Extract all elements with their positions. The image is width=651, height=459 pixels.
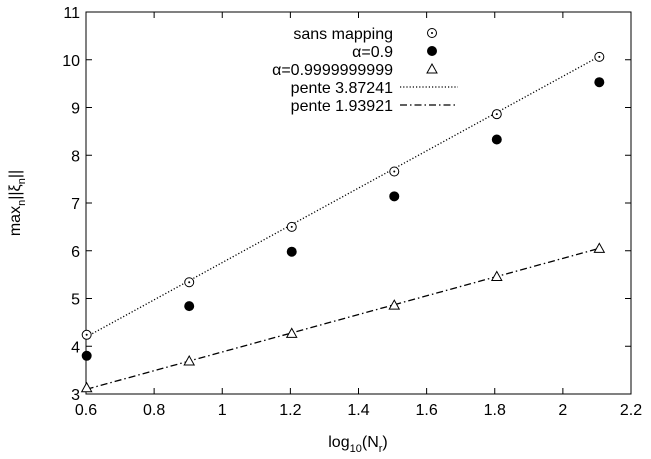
y-tick-label: 9 <box>71 101 80 118</box>
marker-center-dot <box>290 225 293 228</box>
y-tick-label: 6 <box>71 244 80 261</box>
x-tick-label: 2 <box>558 402 567 419</box>
data-point-3 <box>183 355 196 366</box>
data-point-3 <box>593 242 606 253</box>
data-point-2 <box>286 246 297 257</box>
legend-label: sans mapping <box>293 26 393 43</box>
x-tick-label: 1.2 <box>279 402 301 419</box>
data-point-2 <box>184 301 195 312</box>
y-tick-label: 3 <box>71 387 80 404</box>
marker-center-dot <box>393 170 396 173</box>
y-tick-label: 5 <box>71 292 80 309</box>
marker-center-dot <box>85 333 88 336</box>
ticks: 0.6 0.8 1 1.2 1.4 1.6 1.8 2 2.2 3 4 5 6 7 8 9 10 11 <box>62 5 642 419</box>
marker-center-dot <box>598 55 601 58</box>
data-point-3 <box>388 299 401 310</box>
x-tick-label: 1.8 <box>484 402 506 419</box>
y-tick-label: 11 <box>63 5 80 22</box>
fit-line-2 <box>86 247 600 390</box>
x-axis-label: log10(Nr) <box>328 434 388 455</box>
legend-symbol-dot <box>431 32 433 34</box>
marker-center-dot <box>495 113 498 116</box>
legend-symbol <box>426 62 438 74</box>
data-point-2 <box>491 134 502 145</box>
data-point-2 <box>594 77 605 88</box>
x-tick-label: 1.4 <box>347 402 369 419</box>
data-point-3 <box>490 270 503 282</box>
fit-line-1 <box>86 55 600 338</box>
y-tick-label: 7 <box>71 196 80 213</box>
y-tick-label: 10 <box>62 53 80 70</box>
legend-label: pente 1.93921 <box>291 98 393 115</box>
x-tick-label: 0.8 <box>143 402 165 419</box>
legend-label: α=0.9 <box>352 44 393 61</box>
legend-label: pente 3.87241 <box>291 80 393 97</box>
legend-symbol <box>427 46 437 56</box>
x-tick-label: 0.6 <box>75 402 97 419</box>
marker-center-dot <box>188 281 191 284</box>
x-tick-label: 1.6 <box>416 402 438 419</box>
data-point-2 <box>81 350 92 361</box>
markers <box>80 51 606 393</box>
x-tick-label: 2.2 <box>620 402 642 419</box>
y-axis-label: maxn||ξn|| <box>7 170 28 236</box>
data-point-3 <box>80 381 93 393</box>
data-point-2 <box>389 191 400 202</box>
y-tick-label: 8 <box>71 148 80 165</box>
x-tick-label: 1 <box>218 402 227 419</box>
fit-lines <box>86 55 600 390</box>
y-tick-label: 4 <box>71 339 80 356</box>
data-point-3 <box>285 327 298 338</box>
legend-label: α=0.9999999999 <box>272 62 393 79</box>
